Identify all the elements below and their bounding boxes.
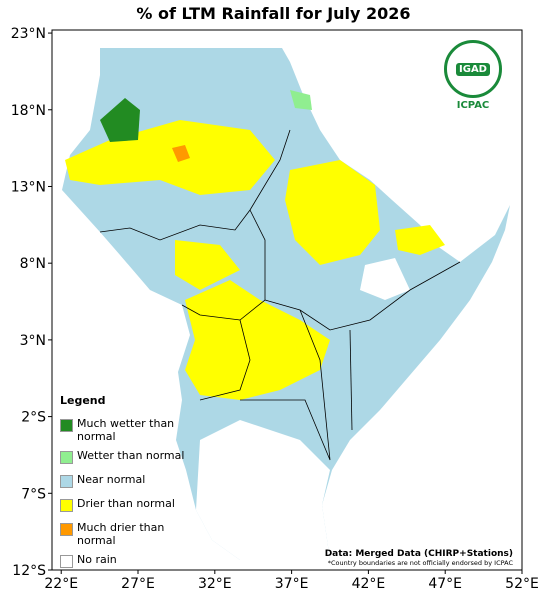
x-tick-label: 52°E — [505, 576, 539, 592]
no-rain-region — [196, 420, 330, 560]
legend-title: Legend — [60, 394, 106, 407]
legend-item: No rain — [60, 553, 200, 571]
y-tick-label: 18°N — [11, 103, 46, 119]
drier-region — [175, 240, 240, 290]
legend-label: Near normal — [77, 473, 146, 486]
legend-swatch — [60, 555, 73, 568]
drier-region — [395, 225, 445, 255]
x-tick-label: 37°E — [275, 576, 309, 592]
borders — [99, 129, 461, 461]
legend-label: Wetter than normal — [77, 449, 185, 462]
legend: Legend Much wetter than normal Wetter tha… — [60, 394, 200, 577]
legend-swatch — [60, 523, 73, 536]
x-tick-label: 42°E — [352, 576, 386, 592]
x-tick-label: 22°E — [44, 576, 78, 592]
much-wetter-region — [100, 98, 140, 142]
legend-item: Drier than normal — [60, 497, 200, 515]
legend-label: No rain — [77, 553, 117, 566]
x-tick-label: 27°E — [121, 576, 155, 592]
source: Data: Merged Data (CHIRP+Stations) — [324, 549, 513, 559]
note: *Country boundaries are not officially e… — [327, 559, 513, 567]
legend-swatch — [60, 419, 73, 432]
y-tick-label: 12°S — [12, 563, 46, 579]
legend-swatch — [60, 451, 73, 464]
legend-label: Drier than normal — [77, 497, 175, 510]
much-drier-region — [172, 145, 190, 162]
legend-item: Wetter than normal — [60, 449, 200, 467]
source-block: Data: Merged Data (CHIRP+Stations) *Coun… — [325, 549, 513, 567]
y-tick-label: 2°S — [21, 410, 46, 426]
legend-item: Much wetter than normal — [60, 417, 200, 443]
y-tick-label: 23°N — [11, 26, 46, 42]
legend-swatch — [60, 475, 73, 488]
logo-emblem: IGAD — [444, 40, 502, 98]
legend-item: Near normal — [60, 473, 200, 491]
y-tick-label: 8°N — [20, 256, 46, 272]
drier-region — [185, 280, 330, 400]
logo-bottom: ICPAC — [456, 100, 490, 111]
logo: IGAD ICPAC — [440, 40, 506, 111]
legend-label: Much drier than normal — [77, 521, 165, 547]
legend-swatch — [60, 499, 73, 512]
y-tick-label: 3°N — [20, 333, 46, 349]
legend-item: Much drier than normal — [60, 521, 200, 547]
x-tick-label: 47°E — [428, 576, 462, 592]
y-tick-label: 7°S — [21, 486, 46, 502]
x-tick-label: 32°E — [198, 576, 232, 592]
y-tick-label: 13°N — [11, 179, 46, 195]
logo-top: IGAD — [456, 62, 490, 76]
drier-region — [285, 160, 380, 265]
map-title: % of LTM Rainfall for July 2026 — [136, 4, 411, 23]
legend-label: Much wetter than normal — [77, 417, 175, 443]
wetter-region — [290, 90, 312, 110]
no-rain-region — [360, 258, 410, 300]
